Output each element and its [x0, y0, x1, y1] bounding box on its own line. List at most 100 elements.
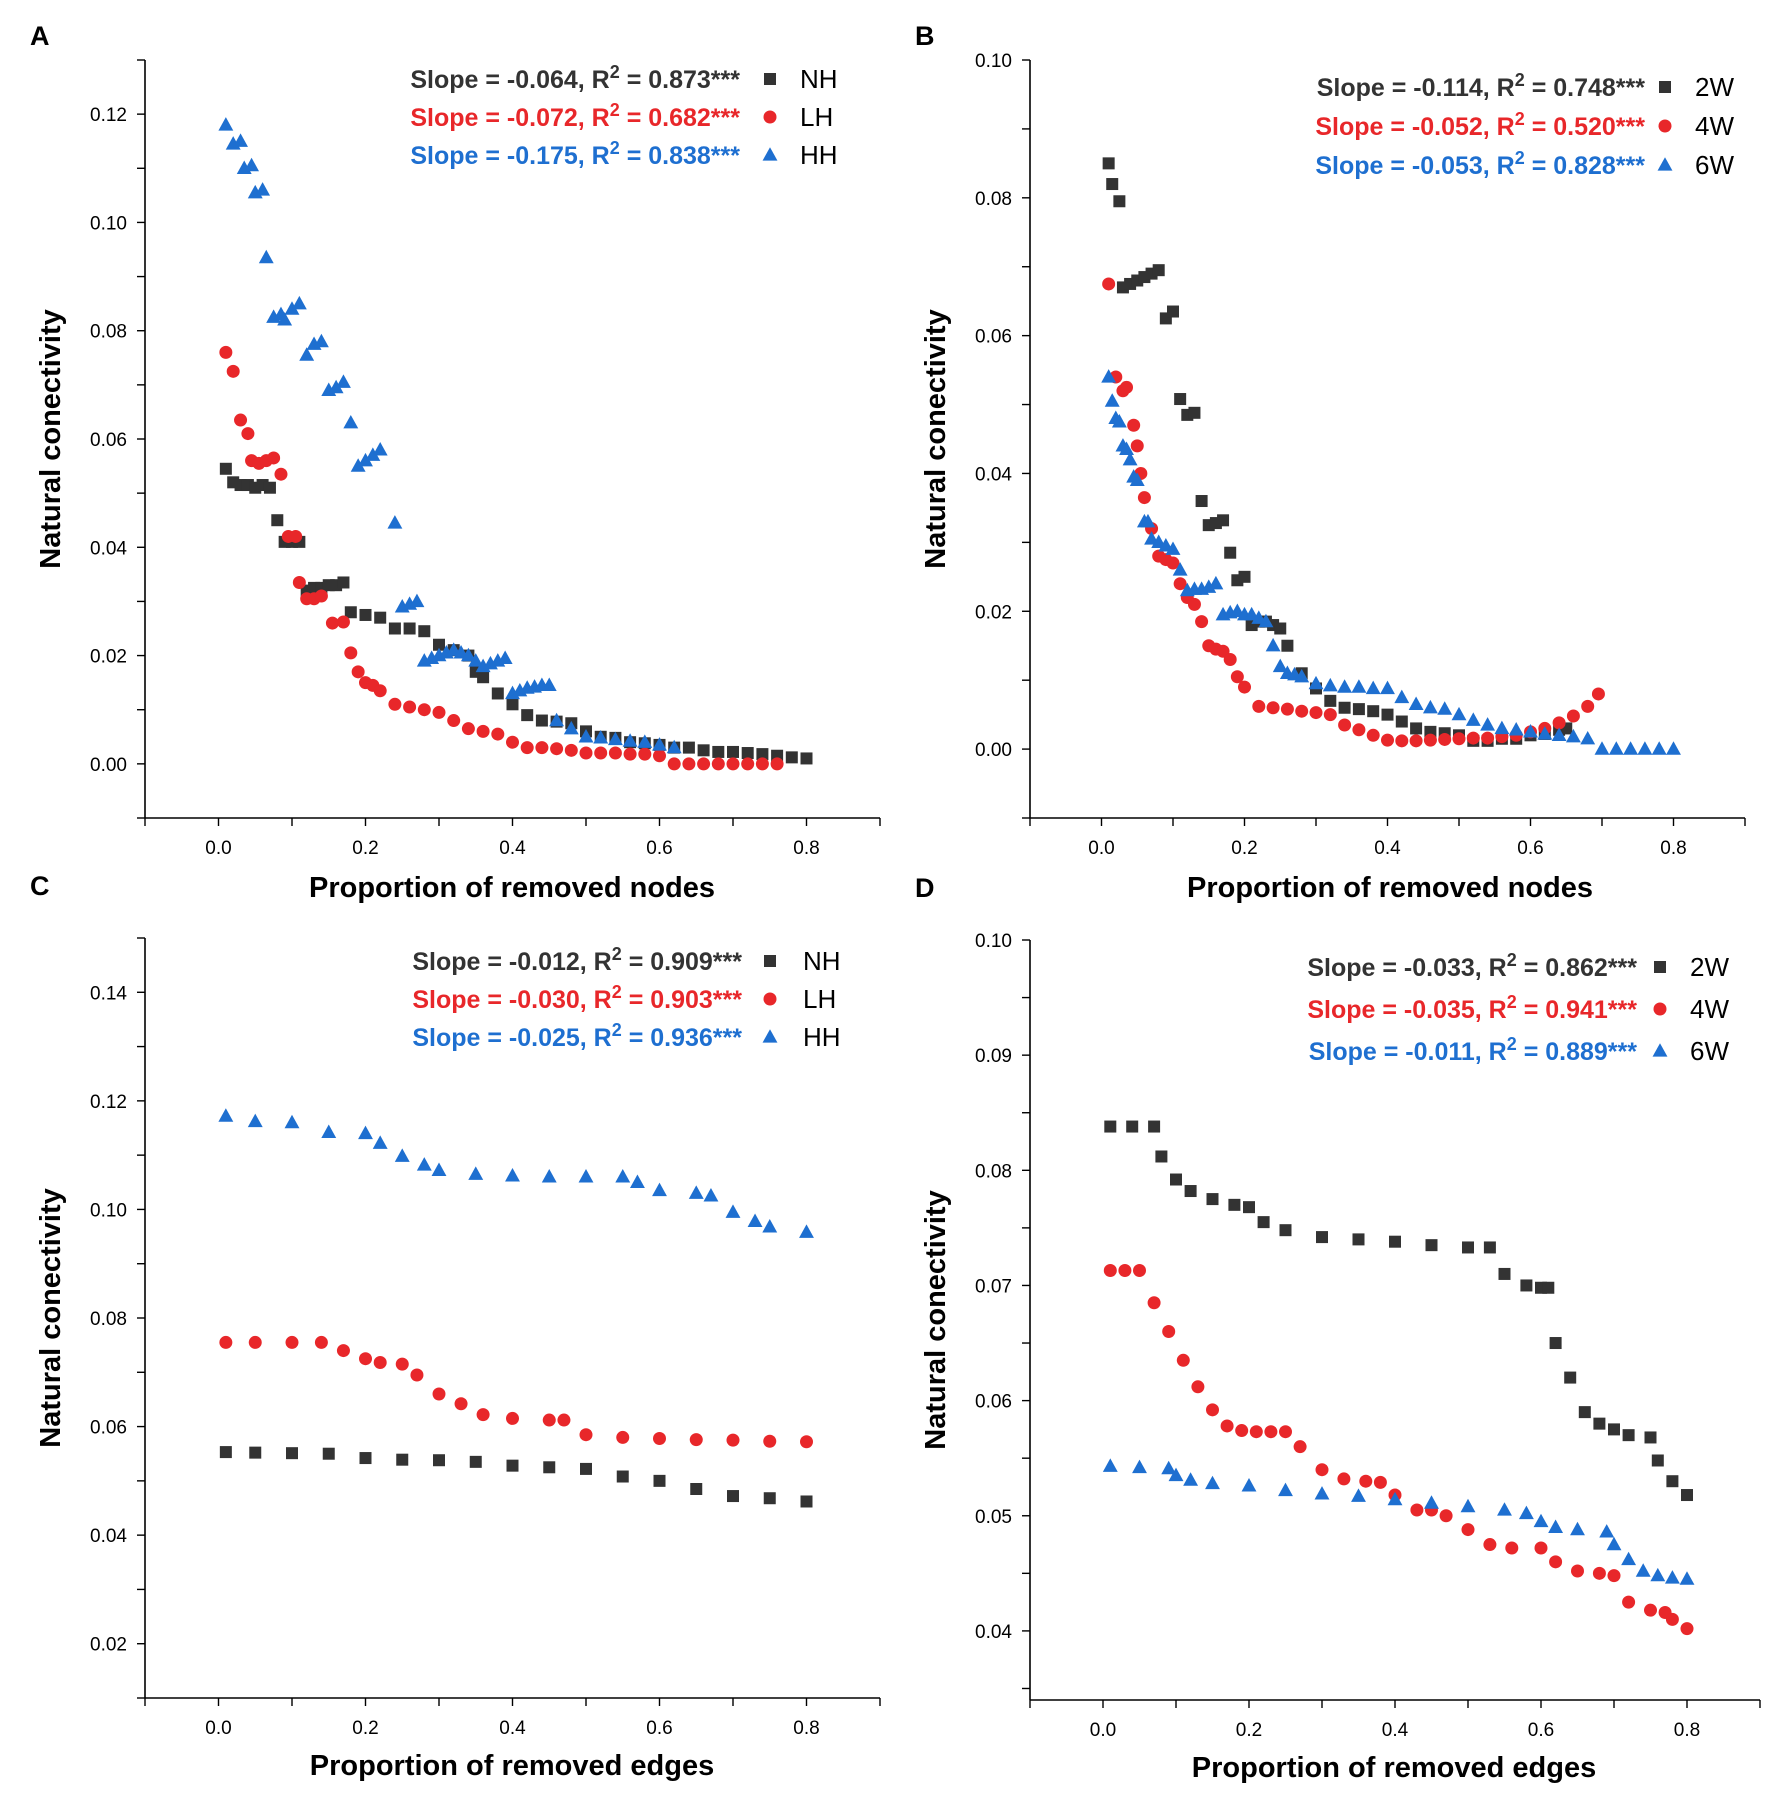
panel-b: B 0.0 0.2 0.4 0.6 0.8 0.00 0.02 0.04 0.06 0.08 0.10… [915, 21, 1746, 904]
data-point [1381, 708, 1394, 721]
data-point [1607, 1569, 1621, 1583]
x-tick-label: 0.6 [646, 1718, 672, 1739]
data-point [1223, 653, 1237, 667]
data-point [1592, 1566, 1606, 1580]
legend-label: Slope = -0.064, R2 = 0.873*** [410, 62, 740, 94]
legend-label: Slope = -0.030, R2 = 0.903*** [412, 982, 742, 1014]
data-point [1184, 1185, 1197, 1198]
data-point [579, 746, 593, 760]
data-point [1278, 1482, 1293, 1497]
data-point [1119, 441, 1134, 456]
y-tick-label: 0.10 [975, 931, 1012, 952]
data-point [1483, 1241, 1496, 1254]
data-point [506, 1411, 519, 1425]
data-point [491, 687, 504, 700]
data-point [1168, 1467, 1184, 1482]
data-point [1322, 677, 1338, 692]
data-point [594, 746, 608, 760]
y-tick-label: 0.02 [90, 647, 127, 668]
data-point [1680, 1622, 1694, 1636]
data-point [1351, 1488, 1366, 1502]
data-point [726, 757, 740, 771]
legend-series-name: NH [800, 64, 838, 94]
legend-label: Slope = -0.053, R2 = 0.828*** [1315, 148, 1645, 180]
data-point [372, 1135, 388, 1149]
data-point [241, 427, 255, 441]
data-point [1380, 680, 1395, 695]
y-tick-label: 0.08 [975, 1161, 1012, 1182]
data-point [1621, 1551, 1637, 1566]
data-point [1552, 716, 1566, 730]
data-point [1206, 1403, 1219, 1417]
data-point [1104, 1120, 1117, 1133]
data-point [1387, 1491, 1403, 1506]
data-point [388, 622, 401, 635]
data-point [358, 452, 373, 467]
data-point [682, 757, 696, 771]
data-point [1295, 704, 1309, 718]
legend: Slope = -0.064, R2 = 0.873*** NH Slope = -… [410, 62, 837, 170]
panel-c: C 0.0 0.2 0.4 0.6 0.8 0.02 0.04 0.06 0.08 0.10 0.12… [30, 871, 881, 1782]
data-point [1505, 1541, 1519, 1555]
data-point [541, 1169, 557, 1183]
data-point [653, 1474, 666, 1487]
data-point [325, 616, 339, 630]
data-point [477, 671, 490, 684]
data-point [756, 748, 769, 761]
panel-letter: D [915, 873, 935, 903]
y-axis-title: Natural conectivity [920, 309, 952, 568]
data-point [616, 1470, 629, 1483]
data-point [387, 515, 403, 529]
data-point [433, 1454, 445, 1467]
data-point [1148, 1120, 1161, 1133]
data-point [1230, 670, 1244, 684]
y-tick-label: 0.06 [90, 430, 127, 451]
x-tick-label: 0.6 [1528, 1720, 1554, 1741]
data-point [258, 249, 274, 264]
series-lh [219, 345, 784, 771]
data-point [1523, 724, 1538, 738]
data-point [343, 414, 359, 429]
data-point [271, 514, 284, 527]
legend-marker [763, 992, 777, 1006]
data-point [616, 1430, 630, 1444]
data-point [374, 611, 387, 624]
data-point [506, 698, 519, 711]
data-point [359, 1452, 372, 1465]
data-point [1565, 728, 1581, 743]
data-point [741, 757, 755, 771]
data-point [1367, 705, 1380, 718]
data-point [1394, 689, 1410, 704]
data-point [1308, 675, 1324, 690]
data-point [1593, 1417, 1606, 1430]
data-point [799, 1224, 814, 1238]
data-point [520, 741, 534, 755]
data-point [395, 1357, 409, 1371]
data-point [1174, 393, 1187, 406]
y-tick-label: 0.12 [90, 105, 127, 126]
data-point [1681, 1489, 1693, 1502]
data-point [344, 606, 357, 619]
x-axis-title: Proportion of removed nodes [1187, 872, 1593, 904]
data-point [247, 1113, 263, 1128]
data-point [712, 745, 725, 758]
data-point [652, 1182, 667, 1197]
data-point [1437, 701, 1453, 715]
data-point [1238, 570, 1251, 583]
data-point [1183, 1472, 1199, 1486]
data-point [688, 1185, 704, 1199]
data-point [1608, 1423, 1620, 1436]
series-nh [219, 1446, 813, 1508]
data-point [579, 1428, 593, 1442]
data-point [763, 1434, 777, 1448]
data-point [226, 364, 240, 378]
data-point [607, 731, 623, 746]
panel-d: D 0.0 0.2 0.4 0.6 0.8 0.04 0.05 0.06 0.07 0.08 0.09… [915, 873, 1761, 1784]
data-point [497, 650, 513, 664]
data-point [1208, 575, 1224, 590]
data-point [1534, 1541, 1548, 1555]
data-point [1664, 1570, 1680, 1584]
data-point [800, 1435, 813, 1449]
data-point [1462, 1241, 1474, 1254]
x-tick-label: 0.0 [205, 838, 231, 859]
